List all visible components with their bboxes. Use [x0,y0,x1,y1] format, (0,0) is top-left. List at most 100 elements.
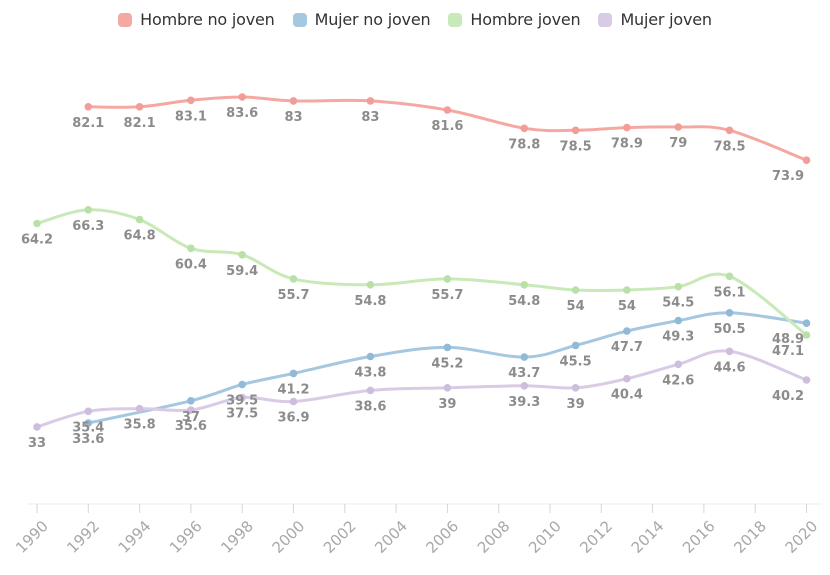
data-point-hombre-joven[interactable] [571,286,580,294]
data-point-mujer-no-joven[interactable] [238,380,246,389]
data-point-hombre-no-joven[interactable] [520,124,529,133]
data-point-hombre-joven[interactable] [135,215,144,224]
data-point-label: 66.3 [72,219,104,234]
data-point-hombre-no-joven[interactable] [443,106,452,114]
x-axis-label: 2004 [371,517,411,557]
data-point-mujer-joven[interactable] [33,423,41,431]
data-point-mujer-joven[interactable] [802,376,811,384]
data-point-hombre-joven[interactable] [33,219,41,228]
data-point-mujer-no-joven[interactable] [571,341,580,350]
legend-item-label: Hombre joven [470,10,581,29]
data-point-label: 54.8 [508,294,540,309]
data-point-hombre-no-joven[interactable] [725,126,734,135]
data-point-mujer-no-joven[interactable] [187,397,195,405]
x-axis-label: 2006 [422,517,462,557]
data-point-label: 83.6 [226,106,258,121]
data-point-label: 35.6 [175,419,207,434]
data-point-label: 39.3 [508,395,540,410]
x-axis-label: 2020 [782,517,822,557]
data-point-mujer-joven[interactable] [289,397,298,406]
legend-item-mujer-no-joven[interactable]: Mujer no joven [292,12,431,28]
data-point-label: 47.7 [611,340,643,355]
data-point-hombre-no-joven[interactable] [187,96,195,105]
data-point-mujer-no-joven[interactable] [84,419,93,427]
data-point-hombre-joven[interactable] [623,286,631,294]
data-point-hombre-joven[interactable] [674,282,683,291]
data-point-mujer-no-joven[interactable] [623,327,631,335]
data-point-label: 37.5 [226,407,258,422]
data-point-label: 73.9 [772,169,804,184]
data-point-hombre-joven[interactable] [725,272,734,281]
data-point-hombre-joven[interactable] [520,281,529,289]
data-point-mujer-joven[interactable] [623,374,631,383]
data-point-hombre-joven[interactable] [289,275,298,283]
data-point-hombre-no-joven[interactable] [674,123,683,131]
data-point-label: 54 [567,299,585,314]
legend-item-label: Mujer joven [620,10,712,29]
data-point-mujer-no-joven[interactable] [366,352,375,361]
data-point-label: 35.8 [124,418,156,433]
data-point-mujer-joven[interactable] [443,384,452,392]
data-point-hombre-joven[interactable] [84,206,93,214]
data-point-mujer-joven[interactable] [571,384,580,392]
data-point-hombre-no-joven[interactable] [289,97,298,105]
data-point-mujer-joven[interactable] [725,347,734,356]
data-point-mujer-joven[interactable] [366,386,375,395]
data-point-label: 78.8 [508,137,540,152]
data-point-label: 40.2 [772,389,804,404]
data-point-mujer-no-joven[interactable] [725,309,734,317]
data-point-hombre-joven[interactable] [366,281,375,289]
x-axis-label: 2010 [525,517,565,557]
data-point-label: 60.4 [175,257,207,272]
data-point-mujer-joven[interactable] [520,382,529,390]
data-point-mujer-joven[interactable] [84,407,93,416]
data-point-mujer-no-joven[interactable] [802,319,811,328]
data-point-label: 81.6 [431,119,463,134]
data-point-mujer-joven[interactable] [674,360,683,369]
data-point-mujer-joven[interactable] [135,404,144,413]
data-point-label: 64.2 [21,233,53,248]
legend-item-hombre-no-joven[interactable]: Hombre no joven [118,12,275,28]
data-point-mujer-no-joven[interactable] [520,353,529,361]
x-axis-label: 2014 [628,517,668,557]
data-point-label: 39 [438,397,456,412]
data-point-mujer-joven[interactable] [187,406,195,414]
data-point-label: 45.5 [560,354,592,369]
data-point-label: 55.7 [431,288,463,303]
x-axis-label: 1996 [166,517,206,557]
data-point-hombre-joven[interactable] [187,244,195,253]
data-point-label: 56.1 [713,285,745,300]
data-point-label: 54.5 [662,296,694,311]
data-point-label: 50.5 [713,322,745,337]
data-point-label: 45.2 [431,356,463,371]
data-point-label: 38.6 [354,399,386,414]
legend-item-hombre-joven[interactable]: Hombre joven [448,10,581,29]
data-point-mujer-no-joven[interactable] [289,369,298,378]
data-point-label: 49.3 [662,330,694,345]
x-axis-label: 2018 [730,517,770,557]
data-point-label: 83 [284,110,302,125]
data-point-hombre-no-joven[interactable] [84,103,93,111]
data-point-hombre-no-joven[interactable] [366,97,375,105]
data-point-hombre-no-joven[interactable] [135,103,144,111]
data-point-hombre-no-joven[interactable] [623,123,631,132]
data-point-hombre-no-joven[interactable] [238,93,246,101]
data-point-label: 54 [618,299,636,314]
data-point-mujer-no-joven[interactable] [443,343,452,352]
legend-marker-icon [118,13,133,27]
data-point-label: 79 [669,136,687,151]
legend: Hombre no joven Mujer no joven Hombre jove… [0,12,830,28]
data-point-mujer-no-joven[interactable] [674,316,683,325]
data-point-hombre-joven[interactable] [802,331,811,339]
data-point-label: 78.9 [611,137,643,152]
x-axis-label: 2002 [320,517,360,557]
data-point-hombre-no-joven[interactable] [802,156,811,164]
data-point-hombre-joven[interactable] [238,251,246,259]
x-axis-label: 2000 [269,517,309,557]
data-point-hombre-joven[interactable] [443,275,452,283]
data-point-label: 35.4 [72,420,104,435]
data-point-hombre-no-joven[interactable] [571,126,580,135]
data-point-mujer-joven[interactable] [238,393,246,402]
data-point-label: 41.2 [277,382,309,397]
legend-item-mujer-joven[interactable]: Mujer joven [598,10,712,29]
